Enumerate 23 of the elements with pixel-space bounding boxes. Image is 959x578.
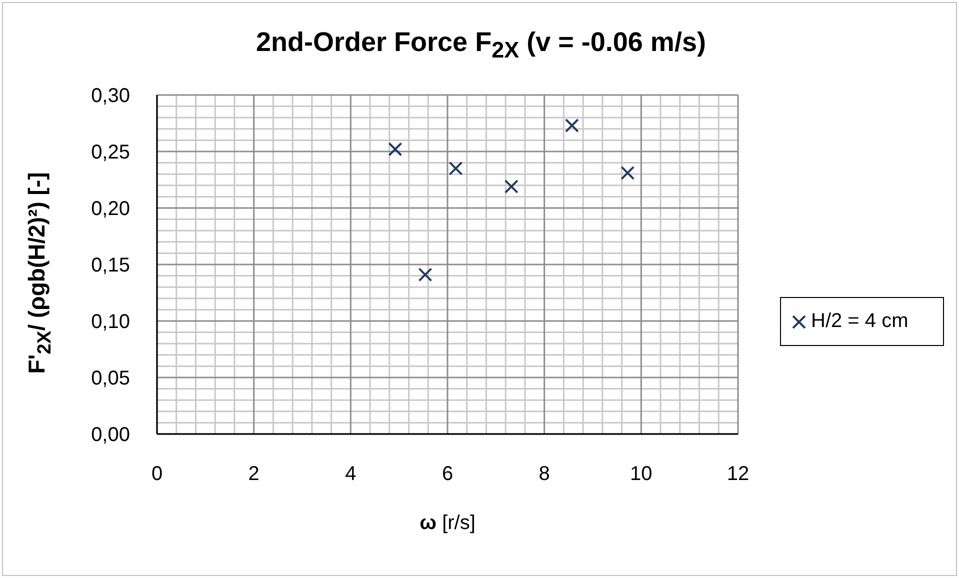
- x-tick-label: 2: [248, 463, 260, 486]
- point: [418, 268, 432, 282]
- y-tick-label: 0,30: [91, 85, 130, 108]
- y-tick-label: 0,25: [91, 142, 130, 164]
- x-tick-label: 0: [151, 463, 163, 486]
- y-tick-label: 0,20: [91, 198, 130, 220]
- legend-label: H/2 = 4 cm: [811, 310, 908, 333]
- y-tick-label: 0,00: [91, 424, 130, 446]
- y-tick-label: 0,15: [91, 254, 130, 277]
- x-tick-label: 6: [442, 463, 454, 486]
- x-tick-label: 10: [630, 463, 652, 486]
- point: [388, 142, 402, 156]
- point: [504, 180, 518, 194]
- x-tick-label: 4: [345, 463, 356, 486]
- y-tick-label: 0,10: [91, 311, 130, 334]
- x-axis-title: ω [r/s]: [420, 512, 476, 534]
- point: [620, 166, 635, 180]
- point: [564, 118, 579, 133]
- x-tick-label: 8: [538, 463, 550, 486]
- point: [448, 161, 463, 176]
- x-tick-label: 12: [726, 463, 750, 486]
- chart-title: 2nd-Order Force F$_{2X}$ (v = -0.06 m/s): [255, 27, 707, 64]
- y-tick-label: 0,05: [91, 368, 130, 390]
